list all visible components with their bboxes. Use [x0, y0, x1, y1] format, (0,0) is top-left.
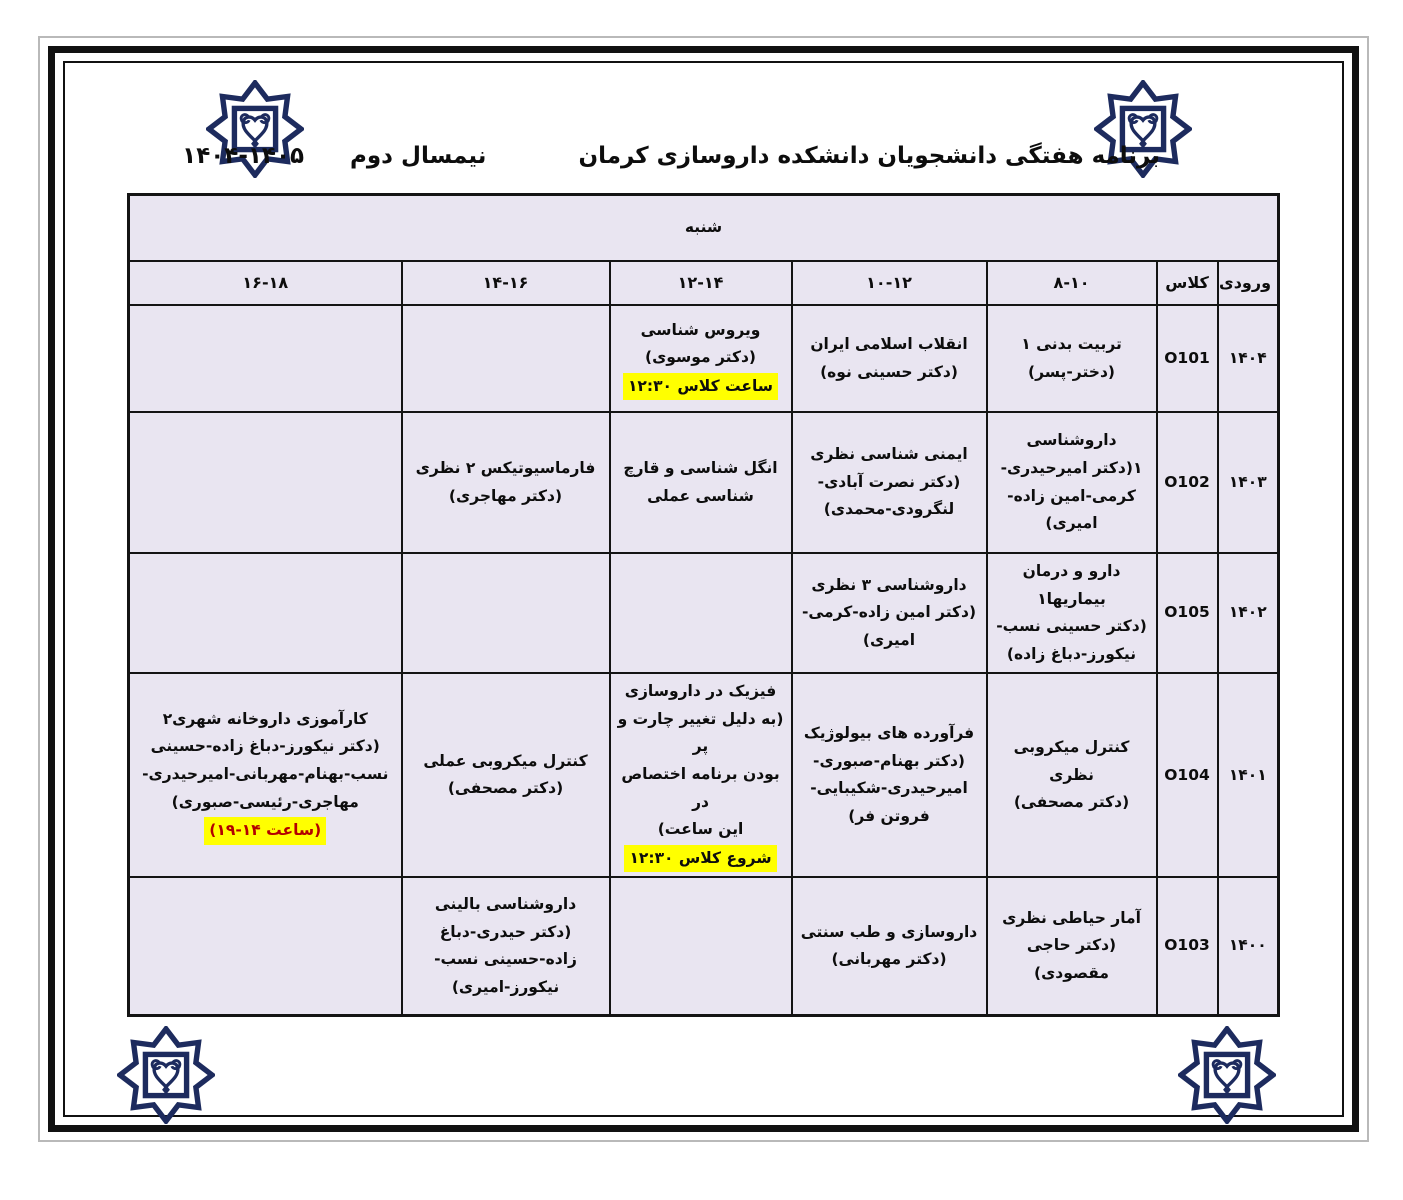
schedule-cell — [127, 551, 403, 675]
schedule-cell: داروشناسی ۱(دکتر امیرحیدری- کرمی-امین زا… — [985, 411, 1158, 554]
day-title: شنبه — [127, 193, 1280, 262]
column-header-entry: ورودی — [1216, 260, 1280, 306]
schedule-cell: فیزیک در داروسازی (به دلیل تغییر چارت و … — [608, 672, 793, 879]
course-text: آمار حیاطی نظری (دکتر حاجی مقصودی) — [1002, 908, 1141, 982]
schedule-cell: دارو و درمان بیماریها۱ (دکتر حسینی نسب- … — [985, 551, 1158, 675]
entry-year-cell: ۱۴۰۲ — [1216, 551, 1280, 675]
course-time-highlight: ساعت کلاس ۱۲:۳۰ — [622, 372, 779, 401]
course-text: انقلاب اسلامی ایران (دکتر حسینی نوه) — [810, 334, 968, 381]
schedule-cell: آمار حیاطی نظری (دکتر حاجی مقصودی) — [985, 876, 1158, 1017]
course-text: فارماسیوتیکس ۲ نظری (دکتر مهاجری) — [415, 458, 596, 505]
course-text: ایمنی شناسی نظری (دکتر نصرت آبادی- لنگرو… — [810, 445, 968, 519]
schedule-cell: انقلاب اسلامی ایران (دکتر حسینی نوه) — [790, 304, 988, 413]
entry-year-cell: ۱۴۰۳ — [1216, 411, 1280, 554]
schedule-cell: کنترل میکروبی نظری (دکتر مصحفی) — [985, 672, 1158, 879]
class-code-cell: O102 — [1155, 411, 1219, 554]
schedule-cell — [127, 876, 403, 1017]
time-range-label: ۱۶-۱۸ — [242, 272, 289, 292]
course-text: تربیت بدنی ۱ (دختر-پسر) — [1021, 334, 1122, 381]
time-range-label: ۱۰-۱۲ — [866, 272, 912, 292]
course-text: داروسازی و طب سنتی (دکتر مهربانی) — [800, 922, 978, 969]
column-header-row: ورودی کلاس ۸-۱۰ ۱۰-۱۲ ۱۲-۱۴ ۱۴-۱۶ ۱۶-۱۸ — [127, 260, 1280, 306]
schedule-cell: داروسازی و طب سنتی (دکتر مهربانی) — [790, 876, 988, 1017]
course-text: فرآورده های بیولوژیک (دکتر بهنام-صبوری- … — [803, 724, 975, 825]
semester-years: ۱۴۰۴-۱۴۰۵ — [182, 143, 305, 169]
schedule-cell: ایمنی شناسی نظری (دکتر نصرت آبادی- لنگرو… — [790, 411, 988, 554]
schedule-cell: تربیت بدنی ۱ (دختر-پسر) — [985, 304, 1158, 413]
schedule-cell — [400, 304, 611, 413]
course-text: کنترل میکروبی عملی (دکتر مصحفی) — [423, 751, 588, 798]
time-range-label: ۱۴-۱۶ — [482, 272, 529, 292]
entry-year-cell: ۱۴۰۴ — [1216, 304, 1280, 413]
schedule-cell: کارآموزی داروخانه شهری۲ (دکتر نیکورز-دبا… — [127, 672, 403, 879]
schedule-cell — [400, 551, 611, 675]
course-text: دارو و درمان بیماریها۱ (دکتر حسینی نسب- … — [996, 562, 1147, 663]
semester-info: نیمسال دوم ۱۴۰۴-۱۴۰۵ — [182, 143, 486, 169]
entry-year-cell: ۱۴۰۱ — [1216, 672, 1280, 879]
column-header-14-16: ۱۴-۱۶ — [400, 260, 611, 306]
course-time-highlight: شروع کلاس ۱۲:۳۰ — [624, 844, 777, 873]
course-text: ویروس شناسی (دکتر موسوی) — [640, 320, 761, 367]
schedule-cell: فارماسیوتیکس ۲ نظری (دکتر مهاجری) — [400, 411, 611, 554]
column-header-class: کلاس — [1155, 260, 1219, 306]
time-range-label: ۱۲-۱۴ — [677, 272, 724, 292]
page-frame-thick — [48, 46, 1359, 1132]
schedule-row: ۱۴۰۴ O101 تربیت بدنی ۱ (دختر-پسر) انقلاب… — [127, 304, 1280, 413]
column-header-16-18: ۱۶-۱۸ — [127, 260, 403, 306]
schedule-row: ۱۴۰۰ O103 آمار حیاطی نظری (دکتر حاجی مقص… — [127, 876, 1280, 1017]
schedule-cell: فرآورده های بیولوژیک (دکتر بهنام-صبوری- … — [790, 672, 988, 879]
schedule-cell — [608, 551, 793, 675]
page-frame-inner — [63, 61, 1344, 1117]
document-header: برنامه هفتگی دانشجویان دانشکده داروسازی … — [182, 143, 1160, 169]
schedule-row: ۱۴۰۱ O104 کنترل میکروبی نظری (دکتر مصحفی… — [127, 672, 1280, 879]
column-header-12-14: ۱۲-۱۴ — [608, 260, 793, 306]
column-header-8-10: ۸-۱۰ — [985, 260, 1158, 306]
university-emblem-icon — [117, 1026, 215, 1124]
page-frame-outer — [38, 36, 1369, 1142]
class-code-cell: O105 — [1155, 551, 1219, 675]
schedule-cell: انگل شناسی و قارچ شناسی عملی — [608, 411, 793, 554]
course-text: داروشناسی ۱(دکتر امیرحیدری- کرمی-امین زا… — [1000, 431, 1143, 533]
schedule-cell: داروشناسی بالینی (دکتر حیدری-دباغ زاده-ح… — [400, 876, 611, 1017]
course-time-highlight: (ساعت ۱۴-۱۹) — [204, 817, 327, 845]
class-code-cell: O103 — [1155, 876, 1219, 1017]
schedule-table-container: شنبه ورودی کلاس ۸-۱۰ ۱۰-۱۲ ۱۲-۱۴ ۱۴-۱۶ ۱… — [127, 193, 1281, 1017]
course-text: کنترل میکروبی نظری (دکتر مصحفی) — [1013, 737, 1130, 812]
day-banner-row: شنبه — [127, 193, 1280, 262]
course-text: فیزیک در داروسازی (به دلیل تغییر چارت و … — [617, 682, 784, 839]
course-text: داروشناسی بالینی (دکتر حیدری-دباغ زاده-ح… — [434, 894, 577, 996]
column-header-10-12: ۱۰-۱۲ — [790, 260, 988, 306]
semester-label: نیمسال دوم — [350, 143, 487, 169]
schedule-cell: داروشناسی ۳ نظری (دکتر امین زاده-کرمی- ا… — [790, 551, 988, 675]
entry-year-cell: ۱۴۰۰ — [1216, 876, 1280, 1017]
schedule-cell: ویروس شناسی (دکتر موسوی) ساعت کلاس ۱۲:۳۰ — [608, 304, 793, 413]
schedule-row: ۱۴۰۳ O102 داروشناسی ۱(دکتر امیرحیدری- کر… — [127, 411, 1280, 554]
course-text: کارآموزی داروخانه شهری۲ (دکتر نیکورز-دبا… — [142, 709, 389, 811]
schedule-cell: کنترل میکروبی عملی (دکتر مصحفی) — [400, 672, 611, 879]
schedule-cell — [608, 876, 793, 1017]
course-text: انگل شناسی و قارچ شناسی عملی — [623, 458, 778, 505]
page-title: برنامه هفتگی دانشجویان دانشکده داروسازی … — [578, 143, 1160, 169]
schedule-table: شنبه ورودی کلاس ۸-۱۰ ۱۰-۱۲ ۱۲-۱۴ ۱۴-۱۶ ۱… — [127, 193, 1281, 1017]
class-code-cell: O104 — [1155, 672, 1219, 879]
schedule-cell — [127, 304, 403, 413]
course-text: داروشناسی ۳ نظری (دکتر امین زاده-کرمی- ا… — [801, 575, 977, 649]
university-emblem-icon — [1178, 1026, 1276, 1124]
schedule-cell — [127, 411, 403, 554]
time-range-label: ۸-۱۰ — [1053, 272, 1090, 292]
schedule-row: ۱۴۰۲ O105 دارو و درمان بیماریها۱ (دکتر ح… — [127, 551, 1280, 675]
class-code-cell: O101 — [1155, 304, 1219, 413]
